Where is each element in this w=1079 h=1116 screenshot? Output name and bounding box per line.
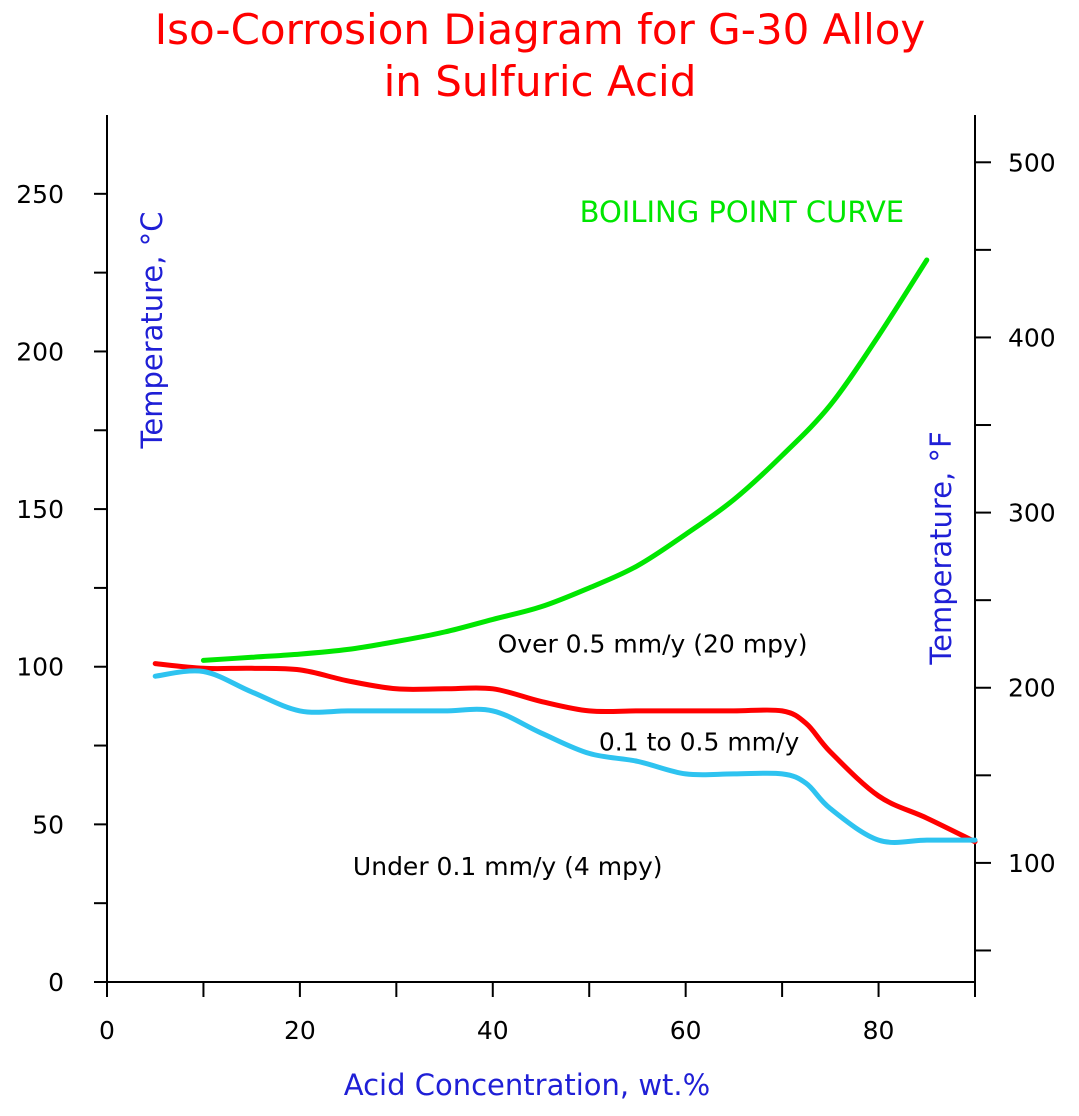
- y-right-tick-label: 300: [1008, 499, 1056, 528]
- boiling-point-label: BOILING POINT CURVE: [580, 195, 905, 229]
- upper-iso-corrosion-curve-line: [152, 661, 978, 845]
- y-left-tick-label: 250: [16, 180, 64, 209]
- y-left-tick-label: 100: [16, 653, 64, 682]
- y-right-tick-label: 500: [1008, 148, 1056, 177]
- lower-iso-corrosion-curve-line: [152, 668, 978, 845]
- boiling-point-curve-line: [200, 257, 930, 663]
- ticks-layer: 0 20 40 60 80 0 50 100 150 200 250 100 200 300 400 500: [16, 148, 1055, 1045]
- annotation-layer: BOILING POINT CURVE Over 0.5 mm/y (20 mpy…: [353, 195, 904, 881]
- y-right-tick-label: 100: [1008, 849, 1056, 878]
- x-tick-label: 80: [863, 1016, 895, 1045]
- x-tick-label: 60: [670, 1016, 702, 1045]
- series-layer: [152, 257, 978, 845]
- y-axis-title-right: Temperature, °F: [924, 431, 958, 665]
- chart-title-line-2: in Sulfuric Acid: [384, 57, 697, 106]
- y-left-tick-label: 50: [32, 810, 64, 839]
- axes-layer: [106, 115, 976, 983]
- x-tick-label: 40: [477, 1016, 509, 1045]
- y-left-tick-label: 150: [16, 495, 64, 524]
- corrosion-region-label: 0.1 to 0.5 mm/y: [599, 727, 800, 756]
- y-left-tick-label: 200: [16, 337, 64, 366]
- x-axis-title: Acid Concentration, wt.%: [344, 1068, 710, 1102]
- chart-title-line-1: Iso-Corrosion Diagram for G-30 Alloy: [155, 5, 926, 54]
- corrosion-region-label: Over 0.5 mm/y (20 mpy): [498, 630, 808, 659]
- x-tick-label: 20: [284, 1016, 316, 1045]
- x-tick-label: 0: [99, 1016, 115, 1045]
- y-axis-title-left: Temperature, °C: [135, 212, 169, 450]
- y-right-tick-label: 200: [1008, 674, 1056, 703]
- y-left-tick-label: 0: [48, 968, 64, 997]
- y-right-tick-label: 400: [1008, 323, 1056, 352]
- corrosion-region-label: Under 0.1 mm/y (4 mpy): [353, 852, 663, 881]
